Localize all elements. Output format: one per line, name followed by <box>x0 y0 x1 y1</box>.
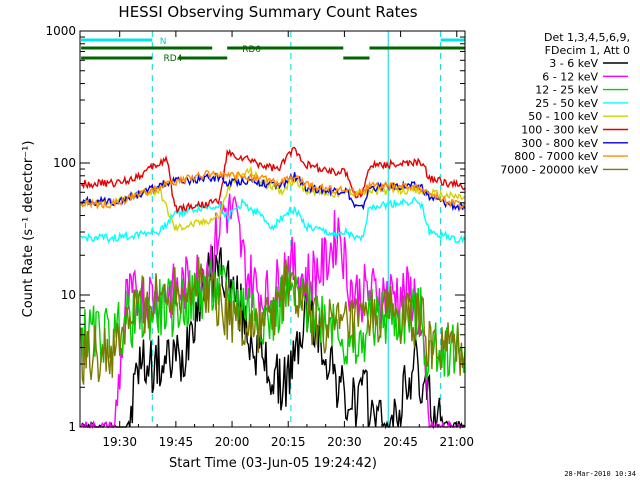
legend-entry-label: 12 - 25 keV <box>535 84 598 97</box>
series-line-8 <box>80 257 466 385</box>
y-axis: 1 10 100 1000 <box>45 24 465 434</box>
legend-entry-label: 7000 - 20000 keV <box>500 163 598 176</box>
legend-entry-label: 6 - 12 keV <box>542 70 598 83</box>
x-axis-label: Start Time (03-Jun-05 19:24:42) <box>169 456 377 471</box>
legend-header-line-1: Det 1,3,4,5,6,9, <box>544 31 630 44</box>
flag-label-rd0: RD0 <box>242 45 261 55</box>
legend-entry-label: 300 - 800 keV <box>521 137 598 150</box>
legend-entry-label: 25 - 50 keV <box>535 97 598 110</box>
legend-entry-label: 3 - 6 keV <box>549 57 598 70</box>
series-line-3 <box>80 196 466 244</box>
x-axis: 19:30 19:45 20:00 20:15 20:30 20:45 21:00 <box>102 31 474 449</box>
series-line-4 <box>80 165 466 233</box>
legend-entry-label: 800 - 7000 keV <box>514 150 598 163</box>
flag-label-rd4: RD4 <box>164 54 183 64</box>
chart-title: HESSI Observing Summary Count Rates <box>118 3 417 21</box>
legend-header-line-2: FDecim 1, Att 0 <box>545 44 630 57</box>
y-tick-label: 1 <box>68 420 76 434</box>
x-tick-label: 20:00 <box>215 435 250 449</box>
y-tick-label: 100 <box>53 156 76 170</box>
x-tick-label: 19:45 <box>159 435 194 449</box>
x-tick-label: 20:15 <box>271 435 306 449</box>
series-line-7 <box>80 170 466 211</box>
plot-area: N RD0 RD4 <box>80 31 466 430</box>
flag-label-night: N <box>160 37 167 47</box>
x-tick-label: 20:30 <box>327 435 362 449</box>
timestamp-stamp: 28-Mar-2010 10:34 <box>564 470 636 478</box>
y-tick-label: 10 <box>61 288 76 302</box>
legend-entry-label: 100 - 300 keV <box>521 124 598 137</box>
legend-entry-label: 50 - 100 keV <box>528 110 598 123</box>
series-line-5 <box>80 146 466 214</box>
x-tick-label: 20:45 <box>383 435 418 449</box>
x-tick-label: 21:00 <box>439 435 474 449</box>
y-tick-label: 1000 <box>45 24 76 38</box>
plot-frame <box>79 30 466 428</box>
y-axis-label: Count Rate (s⁻¹ detector⁻¹) <box>21 141 36 318</box>
series-line-0 <box>80 246 466 430</box>
x-tick-label: 19:30 <box>102 435 137 449</box>
